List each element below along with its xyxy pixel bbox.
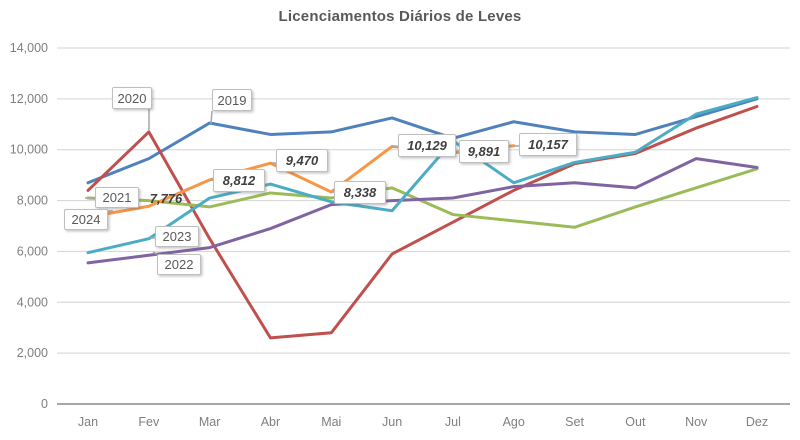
y-axis-label: 2,000 [17, 346, 48, 360]
y-axis-label: 4,000 [17, 295, 48, 309]
x-axis-label: Ago [503, 415, 525, 429]
series-callout-2019[interactable]: 2019 [212, 89, 252, 111]
y-axis-label: 10,000 [10, 143, 48, 157]
x-axis-label: Jul [445, 415, 461, 429]
x-axis-label: Set [565, 415, 584, 429]
value-label-8,812[interactable]: 8,812 [213, 169, 265, 192]
y-axis-label: 0 [41, 397, 48, 411]
y-axis-label: 8,000 [17, 194, 48, 208]
x-axis-label: Mai [321, 415, 341, 429]
series-callout-2021[interactable]: 2021 [95, 187, 139, 208]
x-axis-label: Abr [261, 415, 280, 429]
y-axis-label: 12,000 [10, 92, 48, 106]
chart-title: Licenciamentos Diários de Leves [278, 8, 522, 25]
x-axis-label: Jun [382, 415, 402, 429]
value-label-7,776[interactable]: 7,776 [149, 190, 183, 206]
series-callout-2024[interactable]: 2024 [64, 209, 108, 230]
value-label-10,129[interactable]: 10,129 [398, 134, 456, 157]
y-axis-label: 14,000 [10, 41, 48, 55]
series-line-2019[interactable] [86, 97, 759, 185]
callout-leader [210, 110, 213, 125]
series-line-2022[interactable] [86, 157, 759, 265]
x-axis-label: Fev [138, 415, 160, 429]
series-callout-2022[interactable]: 2022 [157, 254, 201, 275]
callout-leader [152, 251, 158, 255]
series-line-2020[interactable] [86, 104, 759, 340]
x-axis-label: Nov [685, 415, 708, 429]
value-label-9,470[interactable]: 9,470 [276, 149, 328, 172]
y-axis-label: 6,000 [17, 244, 48, 258]
value-label-10,157[interactable]: 10,157 [519, 133, 577, 156]
series-callout-2023[interactable]: 2023 [155, 226, 199, 247]
value-label-9,891[interactable]: 9,891 [459, 140, 509, 163]
series-line-2023[interactable] [86, 96, 759, 255]
x-axis-label: Mar [199, 415, 221, 429]
x-axis-label: Jan [78, 415, 98, 429]
series-callout-2020[interactable]: 2020 [112, 87, 152, 109]
x-axis-label: Out [625, 415, 646, 429]
value-label-8,338[interactable]: 8,338 [334, 181, 386, 204]
x-axis-label: Dez [746, 415, 768, 429]
